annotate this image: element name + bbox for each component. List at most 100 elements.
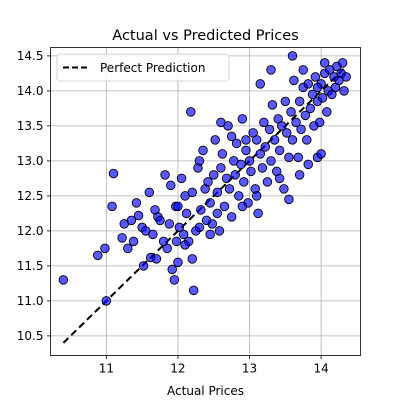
data-point (246, 166, 256, 177)
data-point (237, 114, 248, 124)
data-point (319, 58, 330, 68)
data-point (314, 117, 325, 128)
data-point (188, 285, 199, 296)
data-point (294, 170, 305, 180)
legend: Perfect Prediction (56, 53, 230, 82)
y-tick-label: 12.5 (17, 189, 44, 203)
data-point (239, 177, 249, 187)
data-point (257, 163, 268, 173)
data-point (221, 173, 232, 184)
data-point (305, 103, 316, 114)
data-point (310, 72, 321, 82)
data-point (93, 250, 103, 261)
y-tick-label: 14.5 (17, 49, 44, 63)
data-point (264, 124, 275, 135)
axis-ticks: 11 12 13 14 10.5 11.0 11.5 12.0 12.5 13.0 13.5 14.0… (17, 49, 329, 375)
data-point (171, 236, 182, 247)
data-point (169, 275, 180, 285)
data-point (259, 117, 269, 128)
data-point (244, 156, 255, 166)
y-tick-label: 13.5 (17, 119, 44, 133)
data-point (219, 201, 230, 212)
data-point (174, 222, 185, 233)
data-point (296, 124, 306, 135)
data-point (294, 96, 305, 107)
data-point (164, 219, 175, 229)
data-point (107, 201, 117, 212)
data-point (205, 229, 215, 240)
chart-title: Actual vs Predicted Prices (112, 28, 298, 44)
data-point (286, 107, 296, 117)
data-point (255, 149, 266, 159)
data-point (160, 170, 170, 180)
data-point (339, 86, 349, 96)
data-point (173, 201, 183, 212)
data-point (237, 201, 248, 212)
x-tick-label: 13 (242, 362, 257, 376)
data-point (307, 89, 318, 100)
data-point (284, 194, 294, 205)
data-point (302, 135, 312, 145)
data-point (253, 208, 263, 219)
data-point (123, 243, 133, 254)
data-point (234, 191, 244, 201)
data-point (100, 243, 110, 254)
data-point (178, 229, 189, 240)
y-tick-label: 13.0 (17, 154, 44, 168)
data-point (317, 93, 328, 103)
y-tick-label: 12.0 (17, 224, 44, 238)
data-point (148, 229, 158, 240)
data-point (151, 254, 162, 264)
data-point (267, 100, 278, 110)
data-point (260, 142, 271, 152)
data-point (303, 159, 313, 170)
data-point (176, 173, 187, 184)
data-point (284, 152, 294, 163)
data-point (173, 257, 183, 268)
x-tick-label: 12 (170, 362, 185, 376)
data-point (162, 243, 172, 254)
data-point (117, 233, 127, 243)
data-point (187, 187, 198, 198)
data-point (322, 107, 332, 117)
data-point (128, 236, 139, 247)
data-point (217, 149, 228, 159)
plot-area-frame (50, 47, 361, 356)
data-point (208, 170, 219, 180)
data-point (279, 184, 289, 194)
data-point (226, 212, 237, 222)
data-point (138, 261, 149, 271)
data-point (282, 128, 292, 138)
data-point (241, 135, 251, 145)
data-point (266, 65, 276, 75)
data-point (186, 107, 196, 117)
x-tick-label: 11 (99, 362, 114, 376)
data-point (108, 168, 119, 179)
data-point (287, 135, 298, 145)
data-point (280, 96, 291, 107)
data-point (58, 275, 69, 285)
data-point (337, 58, 348, 68)
data-point (255, 79, 266, 89)
data-point (133, 210, 144, 221)
data-point (262, 177, 273, 187)
data-point (212, 187, 223, 198)
data-point (207, 219, 218, 229)
data-point (251, 191, 262, 201)
y-tick-label: 11.5 (17, 259, 44, 273)
data-point (224, 184, 235, 194)
data-point (131, 198, 142, 208)
y-tick-label: 11.0 (17, 294, 44, 308)
legend-box (56, 53, 230, 82)
data-point (210, 135, 220, 145)
y-tick-label: 14.0 (17, 84, 44, 98)
data-point (287, 51, 298, 61)
data-point (194, 222, 205, 233)
y-tick-label: 10.5 (17, 329, 44, 343)
data-point (203, 177, 213, 187)
data-point (198, 145, 208, 156)
data-point (276, 121, 287, 131)
data-point (312, 82, 323, 93)
data-point (230, 170, 240, 180)
